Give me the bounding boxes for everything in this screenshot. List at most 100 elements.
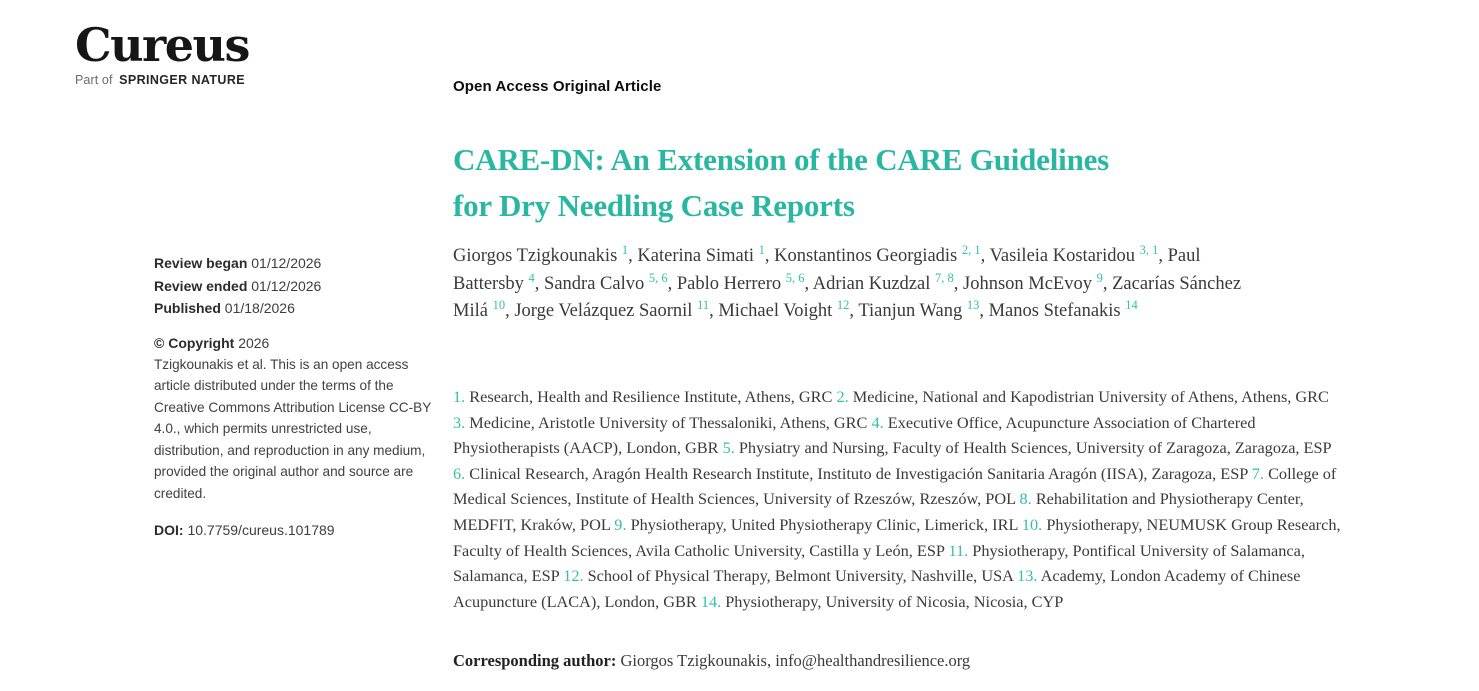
- author-item: Tianjun Wang 13: [858, 297, 980, 321]
- author-name: Michael Voight: [718, 301, 837, 321]
- affiliation-number: 9.: [614, 514, 627, 534]
- author-affiliation-sup: 1: [621, 242, 629, 257]
- author-affiliation-sup: 10: [492, 297, 506, 312]
- author-name: Pablo Herrero: [676, 273, 786, 294]
- affiliation-number: 5.: [722, 438, 735, 458]
- affiliation-number: 1.: [453, 387, 466, 406]
- affiliation-number: 6.: [453, 463, 466, 483]
- corresponding-author-value: Giorgos Tzigkounakis, info@healthandresi…: [620, 651, 971, 670]
- affiliation-item: 11. Physiotherapy, Pontifical University…: [453, 541, 1305, 586]
- author-affiliation-sup: 1: [758, 242, 765, 257]
- review-began-label: Review began: [154, 255, 248, 271]
- author-name: Vasileia Kostaridou: [989, 246, 1140, 266]
- affiliation-text: Medicine, Aristotle University of Thessa…: [465, 412, 868, 432]
- author-name: Paul Battersby: [453, 246, 1201, 294]
- review-began-row: Review began 01/12/2026: [154, 252, 436, 275]
- review-began-date: 01/12/2026: [251, 255, 322, 271]
- review-dates: Review began 01/12/2026 Review ended 01/…: [154, 252, 436, 320]
- review-ended-row: Review ended 01/12/2026: [154, 275, 436, 298]
- affiliation-item: 2. Medicine, National and Kapodistrian U…: [836, 387, 1328, 406]
- affiliation-text: Clinical Research, Aragón Health Researc…: [465, 463, 1248, 483]
- cureus-logo[interactable]: Cureus Part of SPRINGER NATURE: [75, 18, 250, 87]
- author-affiliation-sup: 9: [1096, 270, 1103, 285]
- affiliation-item: 6. Clinical Research, Aragón Health Rese…: [453, 464, 1248, 483]
- review-ended-label: Review ended: [154, 277, 248, 294]
- author-affiliation-sup: 12: [836, 297, 850, 312]
- doi-label: DOI:: [154, 521, 184, 538]
- affiliation-text: Physiotherapy, University of Nicosia, Ni…: [721, 591, 1064, 611]
- article-type-label: Open Access Original Article: [453, 78, 662, 95]
- affiliation-item: 5. Physiatry and Nursing, Faculty of Hea…: [723, 438, 1331, 457]
- published-row: Published 01/18/2026: [154, 297, 436, 320]
- article-title-line: CARE-DN: An Extension of the CARE Guidel…: [453, 142, 1110, 177]
- affiliation-text: Physiotherapy, Pontifical University of …: [453, 540, 1305, 586]
- corresponding-author-label: Corresponding author:: [453, 651, 617, 670]
- author-name: Tianjun Wang: [858, 301, 967, 321]
- author-affiliation-sup: 11: [697, 297, 710, 312]
- author-item: Pablo Herrero 5, 6: [676, 271, 805, 294]
- author-item: Michael Voight 12: [718, 297, 850, 321]
- author-item: Adrian Kuzdzal 7, 8: [812, 271, 954, 294]
- affiliation-item: 9. Physiotherapy, United Physiotherapy C…: [614, 515, 1018, 534]
- affiliation-text: Rehabilitation and Physiotherapy Center,…: [453, 489, 1304, 534]
- logo-tagline: Part of SPRINGER NATURE: [75, 73, 249, 87]
- cureus-wordmark: Cureus: [75, 18, 250, 72]
- affiliation-number: 10.: [1021, 514, 1043, 534]
- author-name: Katerina Simati: [637, 246, 759, 266]
- author-item: Sandra Calvo 5, 6: [544, 271, 668, 294]
- author-name: Manos Stefanakis: [988, 301, 1126, 321]
- author-name: Konstantinos Georgiadis: [774, 246, 962, 266]
- affiliation-number: 4.: [871, 412, 884, 432]
- affiliation-item: 4. Executive Office, Acupuncture Associa…: [453, 413, 1255, 458]
- affiliation-text: Medicine, National and Kapodistrian Univ…: [848, 387, 1329, 406]
- copyright-block: © Copyright 2026 Tzigkounakis et al. Thi…: [154, 332, 436, 505]
- author-list: Giorgos Tzigkounakis 1, Katerina Simati …: [453, 242, 1242, 322]
- author-affiliation-sup: 14: [1125, 297, 1138, 312]
- author-name: Sandra Calvo: [544, 273, 649, 294]
- author-affiliation-sup: 4: [528, 270, 535, 285]
- author-name: Giorgos Tzigkounakis: [453, 246, 622, 266]
- affiliation-number: 8.: [1019, 489, 1032, 509]
- affiliation-text: Research, Health and Resilience Institut…: [465, 387, 833, 406]
- affiliation-number: 13.: [1017, 566, 1038, 586]
- copyright-label: © Copyright: [154, 334, 235, 351]
- published-label: Published: [154, 300, 221, 316]
- affiliation-item: 13. Academy, London Academy of Chinese A…: [453, 566, 1300, 611]
- affiliation-text: College of Medical Sciences, Institute o…: [453, 463, 1337, 509]
- affiliation-item: 10. Physiotherapy, NEUMUSK Group Researc…: [453, 515, 1341, 560]
- affiliation-item: 7. College of Medical Sciences, Institut…: [453, 464, 1336, 509]
- author-item: Zacarías Sánchez Milá 10: [453, 274, 1241, 322]
- affiliation-number: 3.: [453, 412, 466, 432]
- affiliation-number: 2.: [836, 387, 849, 406]
- doi-row: DOI: 10.7759/cureus.101789: [154, 522, 436, 538]
- affiliation-number: 7.: [1251, 463, 1264, 483]
- author-name: Zacarías Sánchez Milá: [453, 273, 1242, 322]
- author-name: Johnson McEvoy: [963, 273, 1097, 294]
- published-date: 01/18/2026: [224, 300, 295, 316]
- article-title-line: for Dry Needling Case Reports: [453, 188, 855, 223]
- affiliation-text: Executive Office, Acupuncture Associatio…: [453, 412, 1256, 458]
- author-item: Manos Stefanakis 14: [988, 297, 1138, 321]
- affiliation-item: 8. Rehabilitation and Physiotherapy Cent…: [453, 489, 1304, 534]
- affiliation-number: 14.: [700, 591, 722, 611]
- author-affiliation-sup: 2, 1: [961, 242, 981, 257]
- tagline-prefix: Part of: [75, 73, 113, 87]
- author-affiliation-sup: 13: [966, 297, 980, 312]
- author-affiliation-sup: 5, 6: [648, 270, 668, 285]
- corresponding-author-line: Corresponding author: Giorgos Tzigkounak…: [453, 651, 970, 671]
- doi-value: 10.7759/cureus.101789: [187, 521, 335, 538]
- affiliation-text: School of Physical Therapy, Belmont Univ…: [583, 566, 1013, 586]
- affiliation-text: Academy, London Academy of Chinese Acupu…: [453, 566, 1301, 611]
- author-affiliation-sup: 7, 8: [935, 270, 954, 285]
- affiliation-list: 1. Research, Health and Resilience Insti…: [453, 384, 1341, 614]
- affiliation-item: 1. Research, Health and Resilience Insti…: [453, 387, 832, 406]
- springer-nature-label: SPRINGER NATURE: [119, 73, 246, 87]
- review-ended-date: 01/12/2026: [251, 277, 322, 294]
- author-name: Adrian Kuzdzal: [812, 273, 935, 294]
- affiliation-text: Physiotherapy, NEUMUSK Group Research, F…: [453, 514, 1341, 560]
- affiliation-item: 14. Physiotherapy, University of Nicosia…: [701, 592, 1064, 611]
- author-affiliation-sup: 3, 1: [1139, 242, 1159, 257]
- affiliation-text: Physiotherapy, United Physiotherapy Clin…: [626, 514, 1018, 534]
- affiliation-text: Physiatry and Nursing, Faculty of Health…: [734, 438, 1332, 458]
- author-item: Katerina Simati 1: [637, 242, 765, 266]
